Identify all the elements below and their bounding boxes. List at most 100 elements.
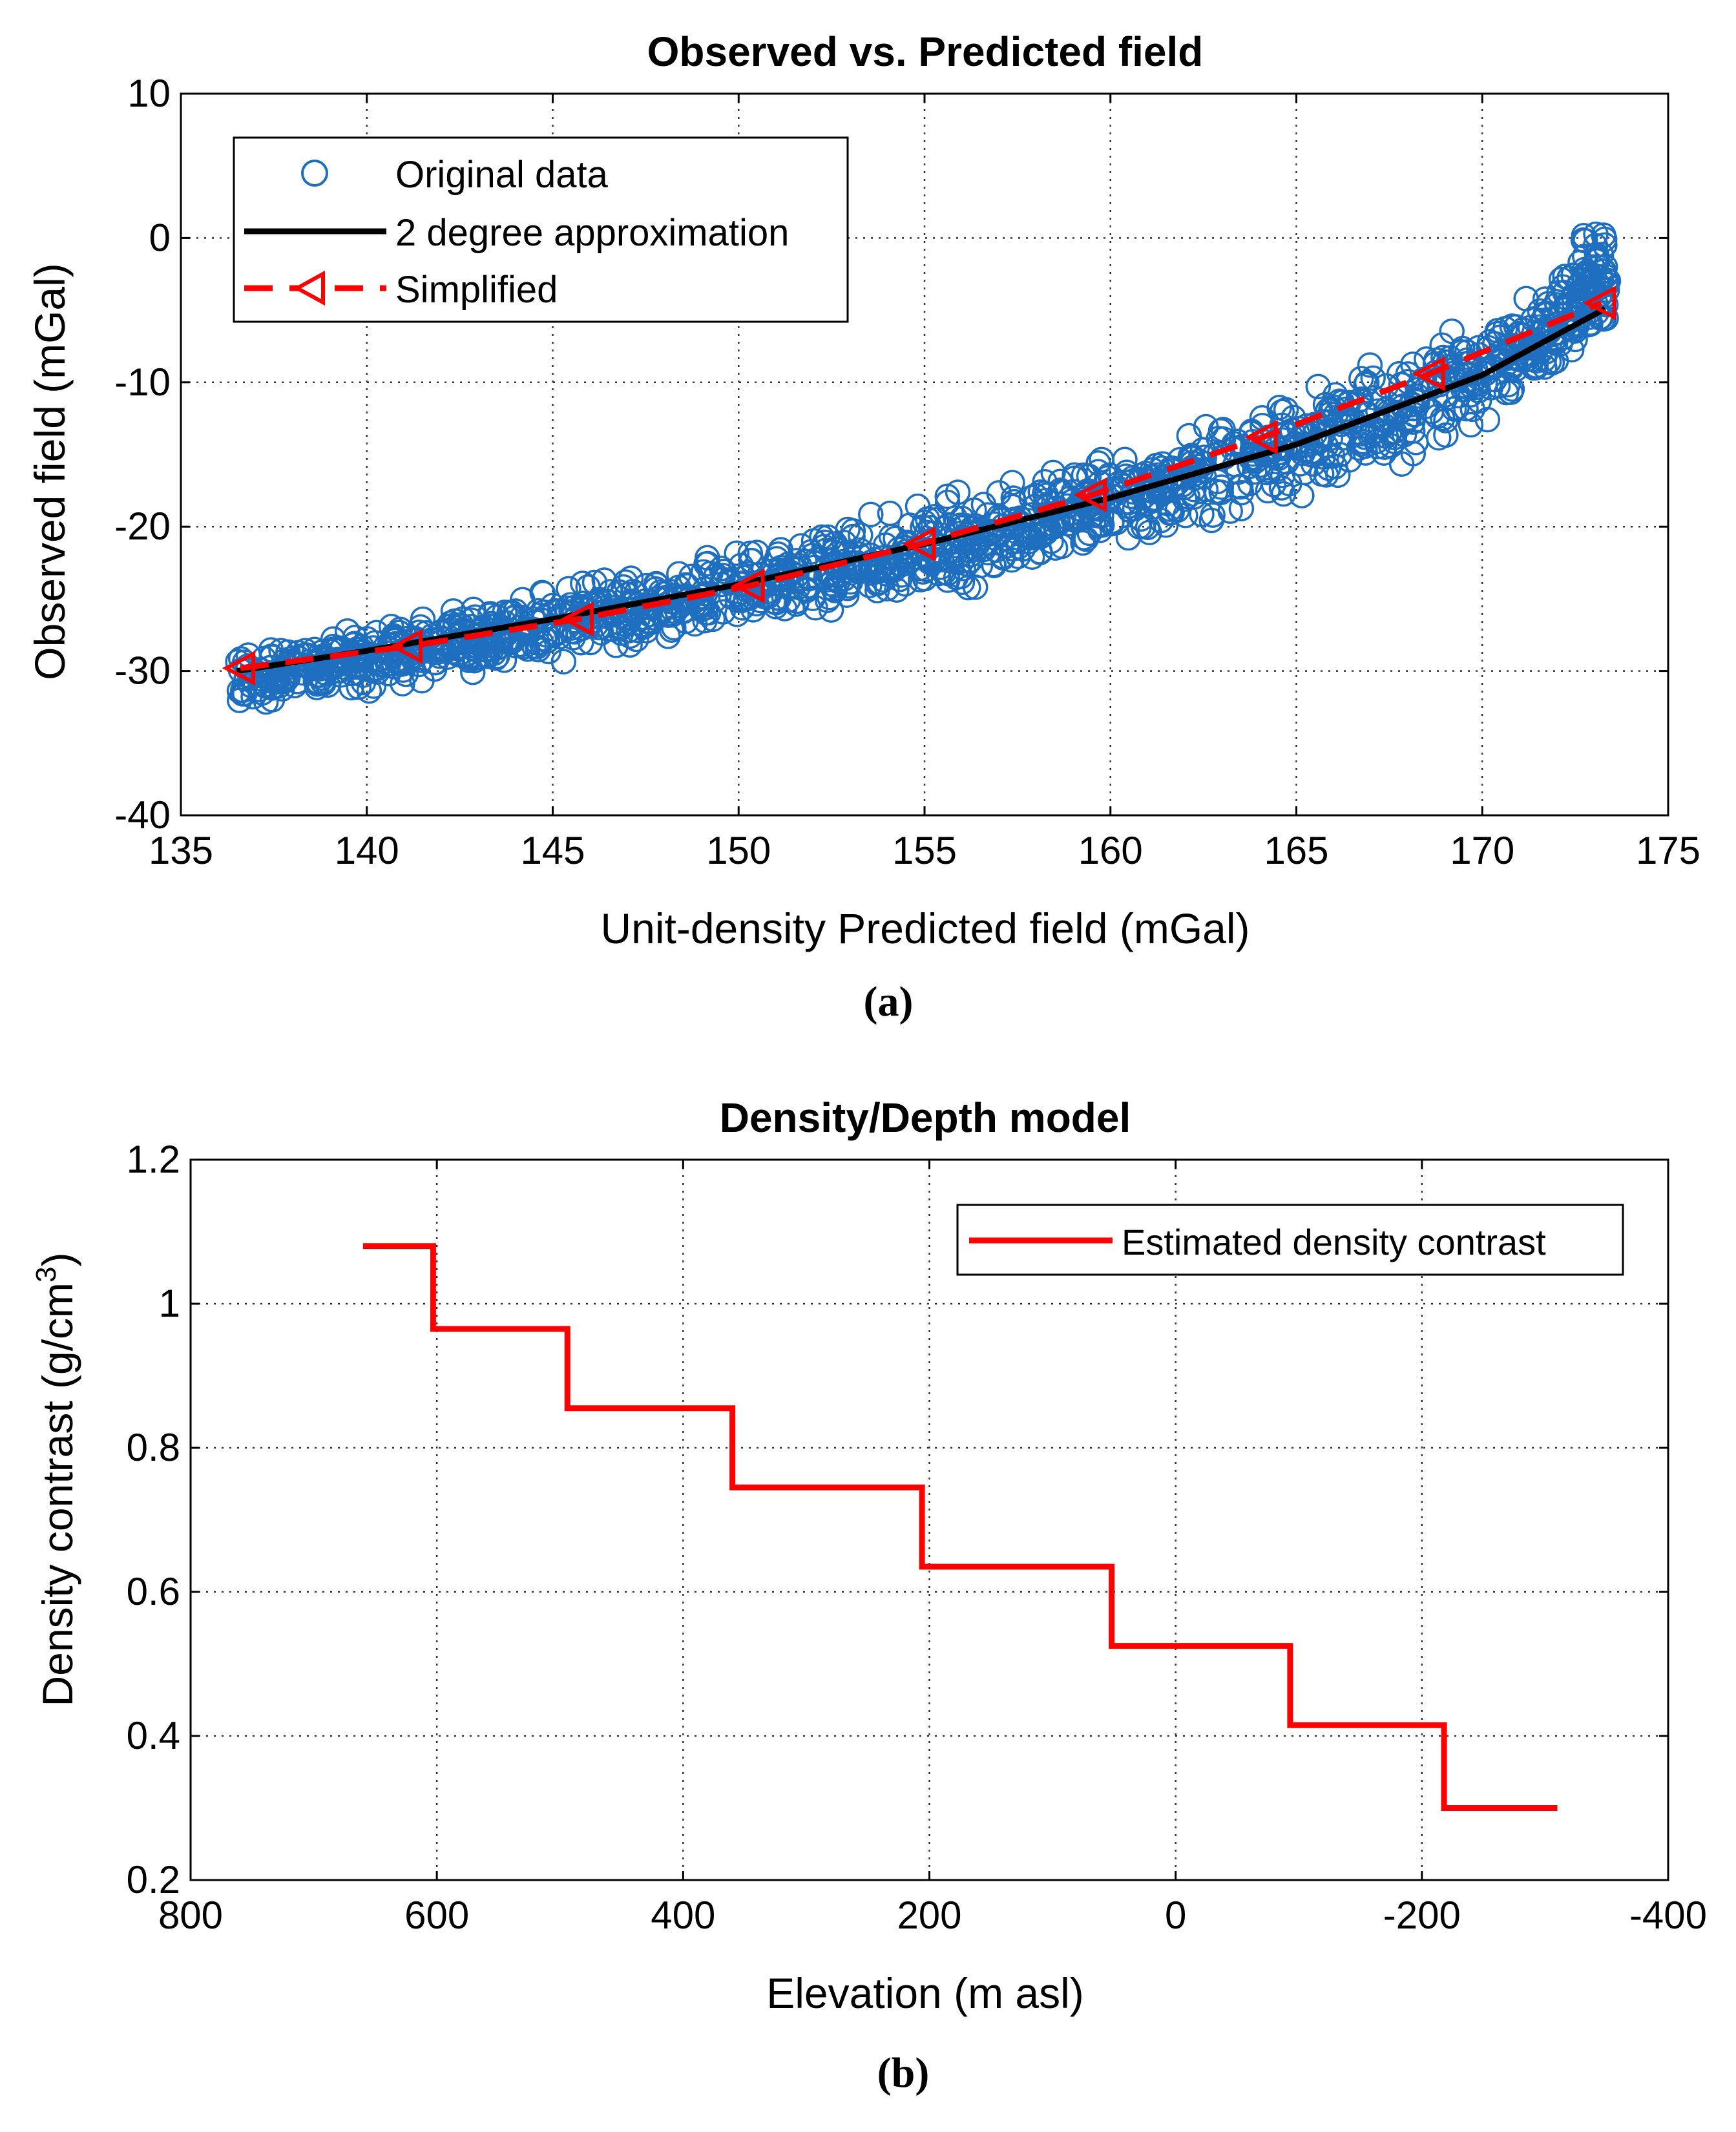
scatter-point — [1281, 404, 1306, 431]
chart-title: Density/Depth model — [720, 1094, 1131, 1141]
legend-marker-simplified — [293, 270, 325, 306]
scatter-point — [1571, 223, 1597, 249]
simplified-marker — [389, 629, 423, 664]
panel-label-b: (b) — [877, 2049, 930, 2096]
scatter-point — [1060, 500, 1087, 526]
scatter-point — [346, 674, 372, 700]
x-tick-label: 170 — [1450, 829, 1514, 872]
scatter-point — [910, 514, 936, 540]
y-tick-label: -20 — [114, 505, 171, 548]
scatter-point — [310, 669, 336, 695]
scatter-point — [1089, 512, 1115, 538]
scatter-point — [1348, 431, 1374, 457]
scatter-point — [655, 623, 681, 649]
scatter-point — [976, 539, 1001, 566]
scatter-point — [1305, 373, 1332, 400]
y-tick-label: 0.8 — [127, 1426, 180, 1469]
scatter-point — [375, 661, 402, 687]
x-tick-label: 175 — [1636, 829, 1700, 872]
scatter-point — [872, 532, 899, 558]
scatter-point — [990, 545, 1016, 571]
scatter-point — [1354, 370, 1380, 395]
x-tick-label: 800 — [158, 1894, 223, 1937]
scatter-point — [999, 470, 1025, 496]
simplified-marker — [1073, 477, 1107, 513]
data-layer — [362, 1243, 1558, 1811]
scatter-point — [1237, 453, 1262, 479]
scatter-point — [1018, 485, 1044, 511]
scatter-point — [858, 501, 884, 528]
scatter-point — [311, 660, 337, 685]
scatter-point — [695, 545, 720, 571]
y-tick-label: -30 — [114, 649, 171, 693]
scatter-point — [658, 617, 685, 643]
scatter-point — [1136, 519, 1162, 545]
scatter-point — [1260, 472, 1286, 497]
x-tick-label: 160 — [1078, 829, 1143, 872]
scatter-point — [1485, 373, 1511, 399]
scatter-point — [294, 652, 320, 678]
scatter-point — [738, 548, 764, 574]
y-tick-label: -40 — [114, 793, 171, 837]
y-tick-label: 10 — [127, 72, 171, 115]
scatter-point — [1242, 459, 1268, 485]
simplified-marker — [560, 601, 594, 637]
legend: Estimated density contrast — [956, 1204, 1624, 1276]
scatter-point — [1001, 488, 1027, 515]
scatter-point — [1179, 446, 1206, 472]
scatter-point — [690, 559, 716, 585]
x-tick-label: 135 — [149, 829, 213, 872]
legend-marker-original-data — [301, 160, 328, 187]
scatter-point — [840, 523, 866, 550]
scatter-point — [231, 649, 258, 675]
scatter-point — [249, 680, 275, 706]
legend-label-simplified: Simplified — [395, 269, 558, 311]
scatter-point — [361, 673, 387, 699]
scatter-point — [1085, 496, 1112, 522]
scatter-point — [1458, 412, 1484, 438]
scatter-point — [1348, 366, 1374, 392]
scatter-point — [1189, 501, 1215, 527]
scatter-point — [692, 608, 718, 634]
chart-observed-vs-predicted: Observed vs. Predicted field 135 140 145 15… — [26, 28, 1700, 1025]
scatter-point — [1173, 502, 1198, 528]
scatter-point — [329, 647, 355, 674]
scatter-point — [1112, 446, 1138, 472]
scatter-point — [821, 576, 846, 602]
y-tick-label: 1 — [159, 1282, 180, 1325]
scatter-point — [631, 611, 656, 638]
y-tick-label: 0.4 — [127, 1714, 180, 1757]
scatter-point — [460, 659, 486, 685]
panel-label-a: (a) — [864, 978, 914, 1025]
scatter-point — [1591, 226, 1618, 253]
legend-box — [956, 1204, 1624, 1276]
legend-label-original-data: Original data — [395, 154, 609, 196]
scatter-point — [1548, 266, 1574, 293]
x-tick-label: 400 — [651, 1894, 715, 1937]
y-axis-label-suffix: ) — [34, 1253, 81, 1267]
scatter-point — [1360, 365, 1386, 391]
scatter-point — [925, 547, 950, 573]
scatter-point — [1238, 421, 1264, 446]
scatter-point — [1255, 477, 1281, 504]
scatter-point — [1076, 520, 1102, 547]
scatter-point — [1429, 332, 1455, 359]
scatter-point — [581, 604, 607, 630]
x-tick-label: 145 — [520, 829, 585, 872]
scatter-point — [1439, 318, 1465, 344]
scatter-point — [1592, 263, 1618, 289]
y-tick-label: 0.6 — [127, 1570, 180, 1613]
scatter-point — [1315, 455, 1341, 481]
scatter-point — [1510, 322, 1536, 348]
scatter-point — [1396, 405, 1422, 431]
scatter-point — [1208, 479, 1234, 505]
chart-title: Observed vs. Predicted field — [647, 28, 1204, 75]
scatter-point — [934, 483, 961, 509]
scatter-point — [793, 578, 819, 604]
scatter-point — [1357, 352, 1383, 378]
x-tick-label: -400 — [1629, 1894, 1707, 1937]
x-tick-label: 155 — [892, 829, 957, 872]
y-axis-label: Observed field (mGal) — [26, 263, 74, 680]
y-axis-label-text: Density contrast (g/cm — [34, 1282, 81, 1707]
